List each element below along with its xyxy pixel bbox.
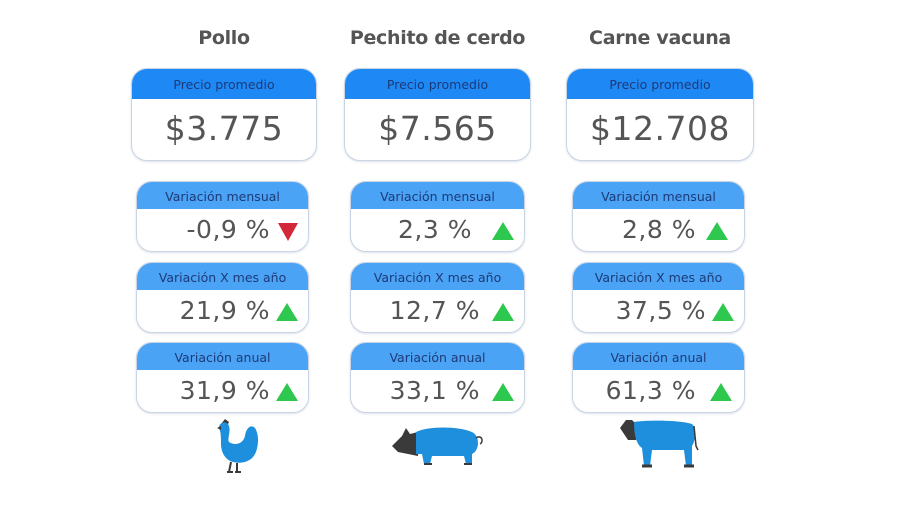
price-card-label: Precio promedio [132, 69, 316, 99]
cow-icon [620, 420, 699, 468]
variation-value: 37,5 % [615, 296, 706, 325]
variation-label: Variación anual [351, 343, 524, 370]
variation-card-monthly: Variación mensual -0,9 % [136, 181, 309, 252]
variation-card-month-year: Variación X mes año 37,5 % [572, 262, 745, 333]
price-value: $3.775 [164, 109, 284, 148]
variation-card-annual: Variación anual 31,9 % [136, 342, 309, 413]
variation-value: -0,9 % [186, 215, 270, 244]
variation-value: 33,1 % [389, 376, 480, 405]
variation-label: Variación mensual [137, 182, 308, 209]
trend-up-icon [492, 383, 514, 401]
price-card: Precio promedio $12.708 [566, 68, 754, 161]
column-pollo: Pollo Precio promedio $3.775 Variación m… [131, 0, 317, 505]
trend-up-icon [276, 303, 298, 321]
variation-label: Variación anual [137, 343, 308, 370]
trend-up-icon [276, 383, 298, 401]
variation-card-monthly: Variación mensual 2,8 % [572, 181, 745, 252]
column-title: Pechito de cerdo [349, 27, 526, 49]
variation-label: Variación mensual [573, 182, 744, 209]
price-card-label: Precio promedio [345, 69, 530, 99]
trend-up-icon [712, 303, 734, 321]
column-pechito-de-cerdo: Pechito de cerdo Precio promedio $7.565 … [344, 0, 531, 505]
chicken-icon [217, 419, 258, 473]
variation-card-month-year: Variación X mes año 21,9 % [136, 262, 309, 333]
column-carne-vacuna: Carne vacuna Precio promedio $12.708 Var… [566, 0, 754, 505]
price-value: $7.565 [378, 109, 497, 148]
trend-up-icon [492, 222, 514, 240]
variation-card-annual: Variación anual 33,1 % [350, 342, 525, 413]
variation-label: Variación X mes año [573, 263, 744, 290]
price-card: Precio promedio $3.775 [131, 68, 317, 161]
variation-value: 2,3 % [398, 215, 472, 244]
variation-label: Variación anual [573, 343, 744, 370]
trend-up-icon [706, 222, 728, 240]
variation-card-monthly: Variación mensual 2,3 % [350, 181, 525, 252]
variation-value: 21,9 % [179, 296, 270, 325]
column-title: Carne vacuna [589, 27, 731, 49]
variation-card-month-year: Variación X mes año 12,7 % [350, 262, 525, 333]
variation-value: 31,9 % [179, 376, 270, 405]
price-card-label: Precio promedio [567, 69, 753, 99]
variation-card-annual: Variación anual 61,3 % [572, 342, 745, 413]
variation-label: Variación X mes año [351, 263, 524, 290]
price-value: $12.708 [590, 109, 730, 148]
variation-value: 61,3 % [605, 376, 696, 405]
pig-icon [392, 427, 483, 465]
price-card: Precio promedio $7.565 [344, 68, 531, 161]
variation-value: 2,8 % [622, 215, 696, 244]
variation-label: Variación mensual [351, 182, 524, 209]
trend-down-icon [278, 223, 298, 241]
variation-value: 12,7 % [389, 296, 480, 325]
variation-label: Variación X mes año [137, 263, 308, 290]
column-title: Pollo [198, 27, 250, 49]
trend-up-icon [710, 383, 732, 401]
trend-up-icon [492, 303, 514, 321]
